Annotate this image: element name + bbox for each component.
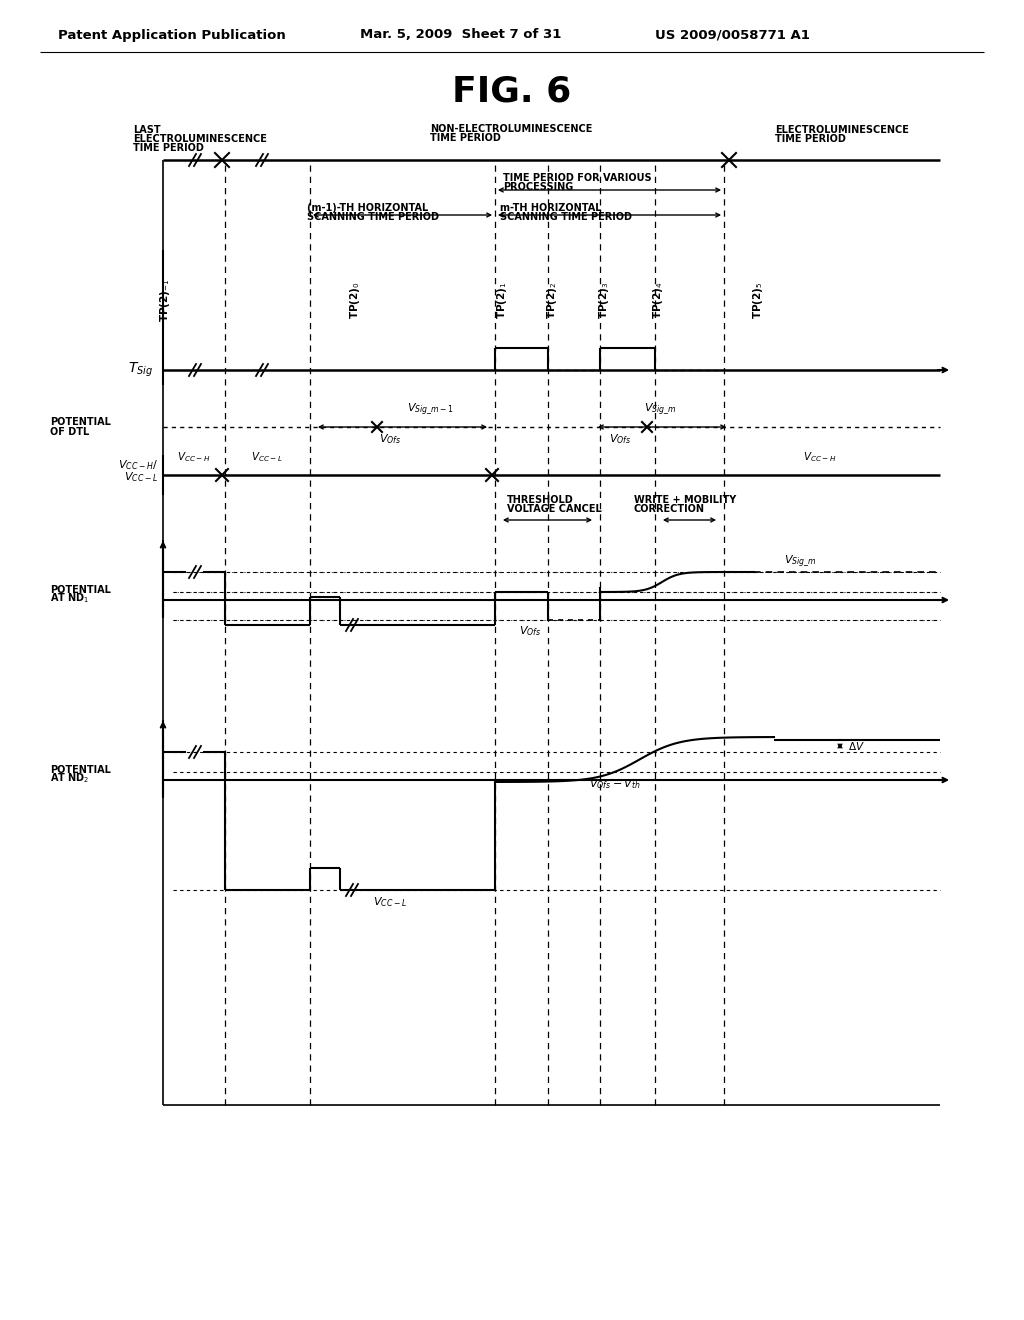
Text: TP(2)$_0$: TP(2)$_0$ xyxy=(348,281,362,319)
Text: TP(2)$_2$: TP(2)$_2$ xyxy=(545,281,559,318)
Text: TP(2)$_3$: TP(2)$_3$ xyxy=(597,281,611,318)
Text: NON-ELECTROLUMINESCENCE: NON-ELECTROLUMINESCENCE xyxy=(430,124,592,135)
Text: WRITE + MOBILITY: WRITE + MOBILITY xyxy=(634,495,736,506)
Text: AT ND$_2$: AT ND$_2$ xyxy=(50,771,89,785)
Text: FIG. 6: FIG. 6 xyxy=(453,75,571,110)
Text: LAST: LAST xyxy=(133,125,161,135)
Text: ELECTROLUMINESCENCE: ELECTROLUMINESCENCE xyxy=(775,125,909,135)
Text: THRESHOLD: THRESHOLD xyxy=(507,495,573,506)
Text: POTENTIAL: POTENTIAL xyxy=(50,417,111,426)
Text: US 2009/0058771 A1: US 2009/0058771 A1 xyxy=(655,29,810,41)
Text: $\Delta V$: $\Delta V$ xyxy=(848,741,865,752)
Text: CORRECTION: CORRECTION xyxy=(634,504,705,513)
Text: POTENTIAL: POTENTIAL xyxy=(50,766,111,775)
Text: TP(2)$_4$: TP(2)$_4$ xyxy=(651,281,665,319)
Text: Mar. 5, 2009  Sheet 7 of 31: Mar. 5, 2009 Sheet 7 of 31 xyxy=(360,29,561,41)
Text: PROCESSING: PROCESSING xyxy=(503,182,573,191)
Text: TP(2)$_{-1}$: TP(2)$_{-1}$ xyxy=(158,279,172,322)
Text: TIME PERIOD: TIME PERIOD xyxy=(430,133,501,143)
Text: $T_{Sig}$: $T_{Sig}$ xyxy=(128,360,153,379)
Text: $V_{Ofs}$: $V_{Ofs}$ xyxy=(379,432,401,446)
Text: $V_{CC-H}$: $V_{CC-H}$ xyxy=(177,450,211,463)
Text: TIME PERIOD: TIME PERIOD xyxy=(133,143,204,153)
Text: $V_{CC-H}$: $V_{CC-H}$ xyxy=(803,450,837,463)
Text: $V_{CC-L}$: $V_{CC-L}$ xyxy=(373,895,407,908)
Text: $V_{Sig\_m}$: $V_{Sig\_m}$ xyxy=(644,401,676,417)
Text: TIME PERIOD FOR VARIOUS: TIME PERIOD FOR VARIOUS xyxy=(503,173,651,183)
Text: SCANNING TIME PERIOD: SCANNING TIME PERIOD xyxy=(500,213,632,222)
Text: VOLTAGE CANCEL: VOLTAGE CANCEL xyxy=(507,504,602,513)
Text: TP(2)$_5$: TP(2)$_5$ xyxy=(751,281,765,318)
Text: $V_{Ofs}$: $V_{Ofs}$ xyxy=(609,432,631,446)
Text: (m-1)-TH HORIZONTAL: (m-1)-TH HORIZONTAL xyxy=(307,203,428,213)
Text: $V_{Sig\_m}$: $V_{Sig\_m}$ xyxy=(783,553,816,569)
Text: m-TH HORIZONTAL: m-TH HORIZONTAL xyxy=(500,203,601,213)
Text: $V_{Sig\_m-1}$: $V_{Sig\_m-1}$ xyxy=(407,401,454,417)
Text: $V_{CC-H}/$: $V_{CC-H}/$ xyxy=(118,458,158,471)
Text: AT ND$_1$: AT ND$_1$ xyxy=(50,591,89,605)
Text: ELECTROLUMINESCENCE: ELECTROLUMINESCENCE xyxy=(133,135,267,144)
Text: $V_{CC-L}$: $V_{CC-L}$ xyxy=(124,470,158,484)
Text: $V_{CC-L}$: $V_{CC-L}$ xyxy=(251,450,283,463)
Text: POTENTIAL: POTENTIAL xyxy=(50,585,111,595)
Text: $V_{Ofs}$: $V_{Ofs}$ xyxy=(519,624,541,638)
Text: Patent Application Publication: Patent Application Publication xyxy=(58,29,286,41)
Text: $V_{Ofs}-V_{th}$: $V_{Ofs}-V_{th}$ xyxy=(589,777,641,791)
Text: OF DTL: OF DTL xyxy=(50,426,89,437)
Text: SCANNING TIME PERIOD: SCANNING TIME PERIOD xyxy=(307,213,439,222)
Text: TIME PERIOD: TIME PERIOD xyxy=(775,135,846,144)
Text: TP(2)$_1$: TP(2)$_1$ xyxy=(495,281,509,318)
